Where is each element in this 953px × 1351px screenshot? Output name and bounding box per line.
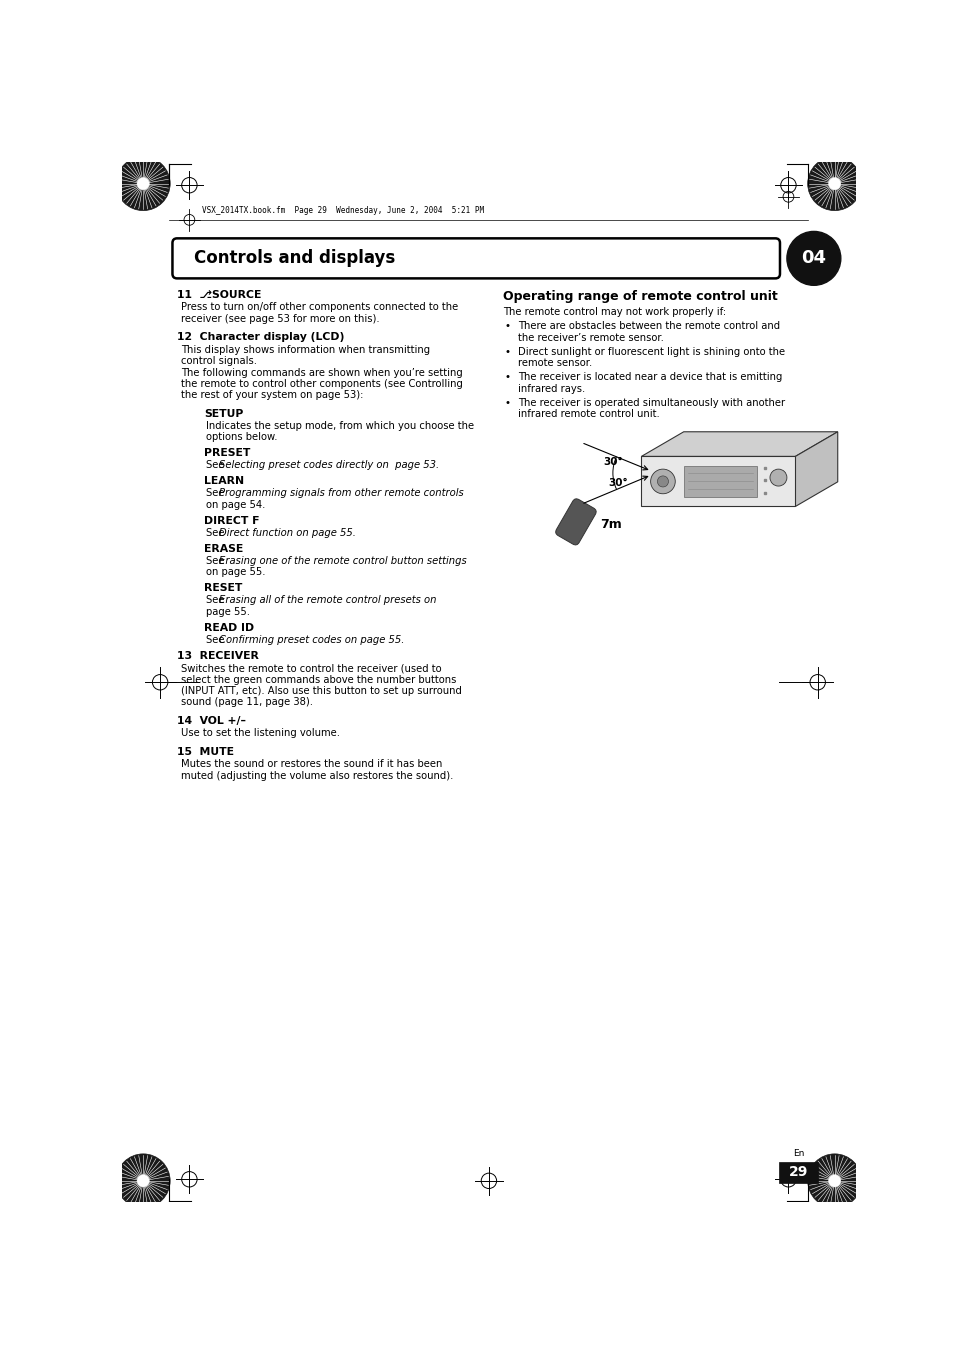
- Text: DIRECT F: DIRECT F: [204, 516, 259, 526]
- Text: •: •: [504, 347, 510, 357]
- Circle shape: [116, 1154, 170, 1208]
- Text: the receiver’s remote sensor.: the receiver’s remote sensor.: [517, 332, 663, 343]
- Text: Direct function on page 55.: Direct function on page 55.: [218, 528, 355, 538]
- Text: •: •: [504, 373, 510, 382]
- Text: options below.: options below.: [205, 432, 276, 442]
- Text: (INPUT ATT, etc). Also use this button to set up surround: (INPUT ATT, etc). Also use this button t…: [181, 686, 461, 696]
- Text: PRESET: PRESET: [204, 449, 250, 458]
- Polygon shape: [795, 432, 837, 507]
- Text: Programming signals from other remote controls: Programming signals from other remote co…: [218, 488, 463, 499]
- Text: 04: 04: [801, 250, 825, 267]
- Text: Switches the remote to control the receiver (used to: Switches the remote to control the recei…: [181, 663, 441, 673]
- Text: The receiver is located near a device that is emitting: The receiver is located near a device th…: [517, 373, 781, 382]
- Text: the rest of your system on page 53):: the rest of your system on page 53):: [181, 390, 363, 400]
- Text: Controls and displays: Controls and displays: [193, 250, 395, 267]
- Text: LEARN: LEARN: [204, 476, 244, 486]
- Text: Erasing all of the remote control presets on: Erasing all of the remote control preset…: [218, 596, 436, 605]
- Polygon shape: [640, 457, 795, 507]
- Text: En: En: [792, 1150, 803, 1159]
- Text: 30°: 30°: [602, 457, 622, 467]
- Text: •: •: [504, 322, 510, 331]
- Text: There are obstacles between the remote control and: There are obstacles between the remote c…: [517, 322, 780, 331]
- Text: The following commands are shown when you’re setting: The following commands are shown when yo…: [181, 367, 462, 377]
- Text: Press to turn on/off other components connected to the: Press to turn on/off other components co…: [181, 303, 457, 312]
- Text: page 55.: page 55.: [205, 607, 250, 617]
- Text: The remote control may not work properly if:: The remote control may not work properly…: [502, 307, 725, 317]
- FancyBboxPatch shape: [555, 499, 596, 544]
- Text: VSX_2014TX.book.fm  Page 29  Wednesday, June 2, 2004  5:21 PM: VSX_2014TX.book.fm Page 29 Wednesday, Ju…: [202, 207, 484, 215]
- Text: infrared rays.: infrared rays.: [517, 384, 585, 393]
- Text: Operating range of remote control unit: Operating range of remote control unit: [502, 290, 777, 303]
- Circle shape: [807, 157, 861, 211]
- Text: SETUP: SETUP: [204, 408, 243, 419]
- Text: See: See: [205, 555, 227, 566]
- Text: receiver (see page 53 for more on this).: receiver (see page 53 for more on this).: [181, 313, 379, 324]
- Circle shape: [657, 476, 668, 486]
- Text: select the green commands above the number buttons: select the green commands above the numb…: [181, 674, 456, 685]
- Circle shape: [786, 231, 840, 285]
- Text: on page 55.: on page 55.: [205, 567, 265, 577]
- Text: Mutes the sound or restores the sound if it has been: Mutes the sound or restores the sound if…: [181, 759, 442, 769]
- Text: Erasing one of the remote control button settings: Erasing one of the remote control button…: [218, 555, 466, 566]
- Text: 29: 29: [788, 1166, 807, 1179]
- Text: Confirming preset codes on page 55.: Confirming preset codes on page 55.: [218, 635, 403, 644]
- Text: muted (adjusting the volume also restores the sound).: muted (adjusting the volume also restore…: [181, 770, 453, 781]
- Text: on page 54.: on page 54.: [205, 500, 265, 509]
- Text: •: •: [504, 397, 510, 408]
- Text: 13  RECEIVER: 13 RECEIVER: [177, 651, 258, 661]
- Circle shape: [769, 469, 786, 486]
- Bar: [779, 1162, 817, 1183]
- Text: sound (page 11, page 38).: sound (page 11, page 38).: [181, 697, 313, 708]
- Text: Direct sunlight or fluorescent light is shining onto the: Direct sunlight or fluorescent light is …: [517, 347, 784, 357]
- Text: 12  Character display (LCD): 12 Character display (LCD): [177, 332, 344, 342]
- Text: This display shows information when transmitting: This display shows information when tran…: [181, 345, 430, 355]
- Text: The receiver is operated simultaneously with another: The receiver is operated simultaneously …: [517, 397, 784, 408]
- Text: See: See: [205, 461, 227, 470]
- Circle shape: [137, 177, 150, 190]
- Text: ERASE: ERASE: [204, 543, 243, 554]
- Circle shape: [116, 157, 170, 211]
- Text: RESET: RESET: [204, 584, 242, 593]
- Text: infrared remote control unit.: infrared remote control unit.: [517, 409, 659, 419]
- Text: 7m: 7m: [599, 519, 621, 531]
- Text: See: See: [205, 596, 227, 605]
- Text: Indicates the setup mode, from which you choose the: Indicates the setup mode, from which you…: [205, 422, 474, 431]
- FancyBboxPatch shape: [172, 238, 780, 278]
- Text: See: See: [205, 528, 227, 538]
- Text: 14  VOL +/–: 14 VOL +/–: [177, 716, 246, 725]
- Polygon shape: [640, 432, 837, 457]
- Text: control signals.: control signals.: [181, 357, 256, 366]
- Text: 15  MUTE: 15 MUTE: [177, 747, 233, 757]
- Text: remote sensor.: remote sensor.: [517, 358, 592, 369]
- Text: READ ID: READ ID: [204, 623, 253, 632]
- Circle shape: [827, 1174, 840, 1188]
- Text: Selecting preset codes directly on  page 53.: Selecting preset codes directly on page …: [218, 461, 438, 470]
- Bar: [683, 466, 756, 497]
- Text: the remote to control other components (see Controlling: the remote to control other components (…: [181, 378, 462, 389]
- Text: See: See: [205, 488, 227, 499]
- Circle shape: [650, 469, 675, 493]
- Circle shape: [807, 1154, 861, 1208]
- Text: Use to set the listening volume.: Use to set the listening volume.: [181, 728, 339, 739]
- Text: 30°: 30°: [608, 478, 627, 488]
- Text: See: See: [205, 635, 227, 644]
- Circle shape: [827, 177, 840, 190]
- Circle shape: [137, 1174, 150, 1188]
- Text: 11  ⎇SOURCE: 11 ⎇SOURCE: [177, 290, 261, 300]
